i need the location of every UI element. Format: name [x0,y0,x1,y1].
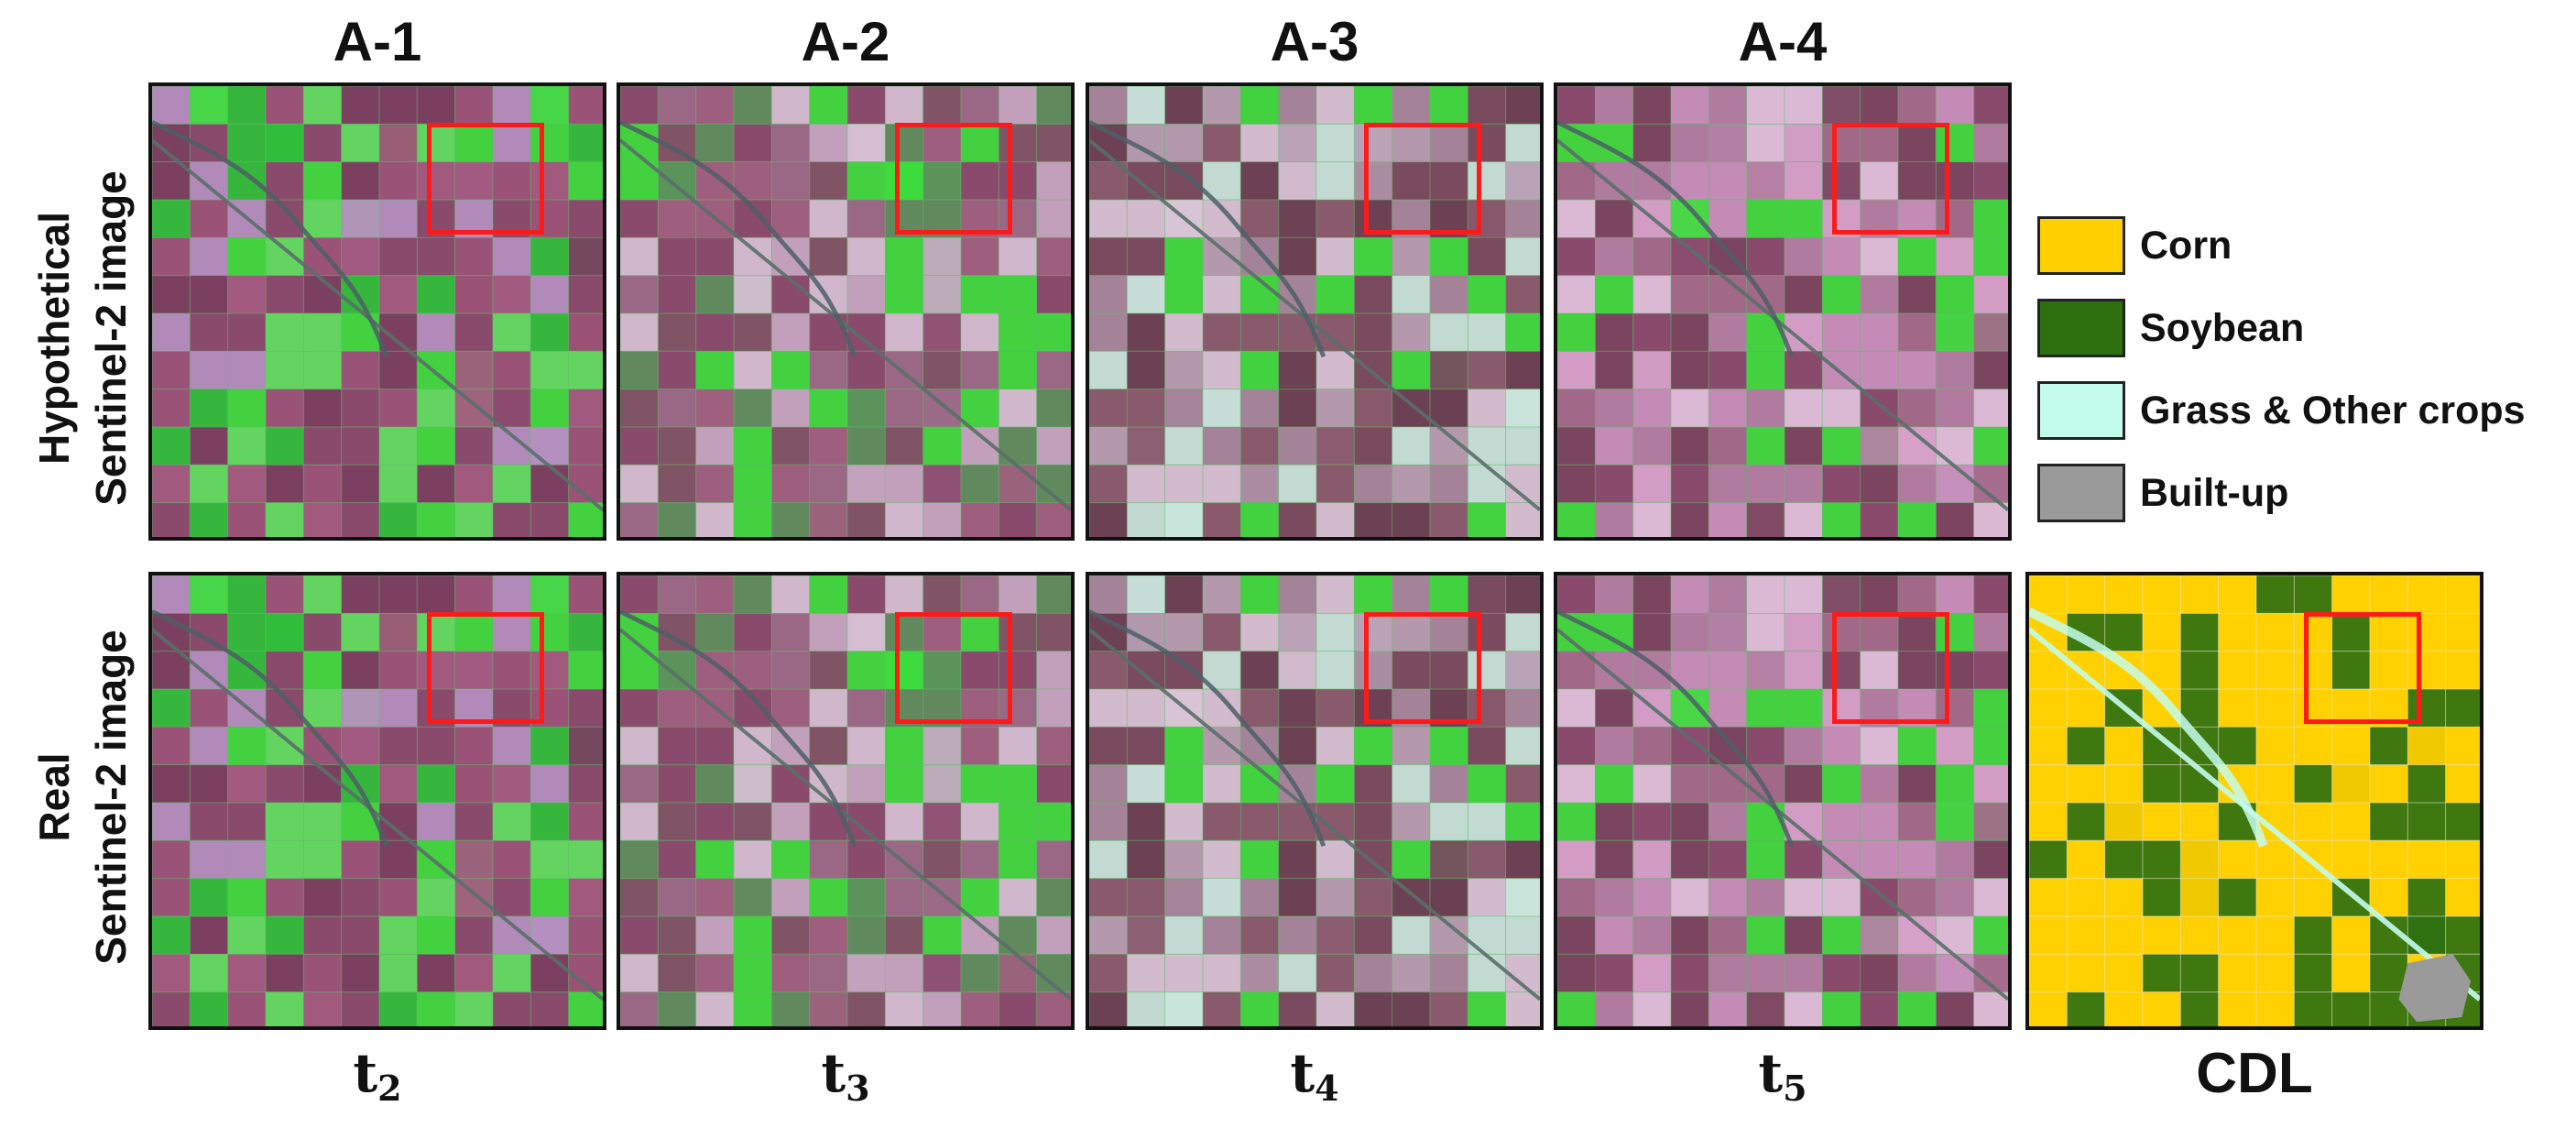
row-label-real-line2: Sentinel-2 image [87,630,135,965]
legend-swatch-corn [2037,216,2125,275]
legend-label-soybean: Soybean [2140,305,2305,350]
highlight-box [1832,612,1949,724]
time-label-t4: t4 [1086,1036,1544,1125]
legend-label-corn: Corn [2140,223,2232,268]
time-label-t2: t2 [148,1036,606,1125]
hypothetical-image-a3 [1086,82,1544,541]
highlight-box [427,123,544,235]
satellite-texture [1089,86,1540,537]
highlight-box [2304,612,2421,724]
real-image-t2 [148,572,606,1030]
real-image-t3 [617,572,1075,1030]
hypothetical-image-a4 [1554,82,2012,541]
satellite-texture [1557,86,2008,537]
time-label-t3: t3 [617,1036,1075,1125]
time-label-t5-sub: 5 [1783,1068,1807,1109]
satellite-texture [620,86,1071,537]
highlight-box [1832,123,1949,235]
satellite-texture [620,575,1071,1026]
highlight-box [895,612,1012,724]
highlight-box [1364,123,1481,235]
legend-item-soybean: Soybean [2037,299,2304,357]
highlight-box [427,612,544,724]
legend-item-grass-other: Grass & Other crops [2037,381,2526,440]
cdl-texture [2029,575,2480,1026]
column-header-a1: A-1 [333,11,422,72]
satellite-texture [1557,575,2008,1026]
satellite-texture [152,575,603,1026]
legend-swatch-grass-other [2037,381,2125,440]
row-label-real: Real Sentinel-2 image [18,568,147,1026]
hypothetical-image-a1 [148,82,606,541]
legend-label-built-up: Built-up [2140,470,2289,515]
time-label-t4-base: t [1290,1042,1315,1104]
time-label-t2-sub: 2 [377,1068,402,1109]
time-label-t5-base: t [1758,1042,1784,1104]
legend-swatch-soybean [2037,299,2125,357]
highlight-box [1364,612,1481,724]
column-header-a4: A-4 [1738,11,1828,72]
legend-item-built-up: Built-up [2037,464,2288,522]
real-image-t4 [1086,572,1544,1030]
time-label-t4-sub: 4 [1315,1068,1339,1109]
time-label-t3-base: t [821,1042,846,1104]
column-header-a2: A-2 [801,11,890,72]
row-label-hypothetical: Hypothetical Sentinel-2 image [18,109,147,567]
time-label-t3-sub: 3 [846,1068,870,1109]
real-image-t5 [1554,572,2012,1030]
cdl-label: CDL [2196,1042,2313,1105]
highlight-box [895,123,1012,235]
row-label-real-line1: Real [30,752,78,842]
legend-swatch-built-up [2037,464,2125,522]
row-label-hypothetical-line1: Hypothetical [30,211,78,465]
legend-label-grass-other: Grass & Other crops [2140,388,2526,433]
hypothetical-image-a2 [617,82,1075,541]
satellite-texture [1089,575,1540,1026]
cdl-map [2025,572,2483,1030]
row-label-hypothetical-line2: Sentinel-2 image [87,170,135,506]
time-label-t2-base: t [353,1042,378,1104]
time-label-t5: t5 [1554,1036,2012,1125]
column-header-a3: A-3 [1270,11,1359,72]
legend-item-corn: Corn [2037,216,2232,275]
